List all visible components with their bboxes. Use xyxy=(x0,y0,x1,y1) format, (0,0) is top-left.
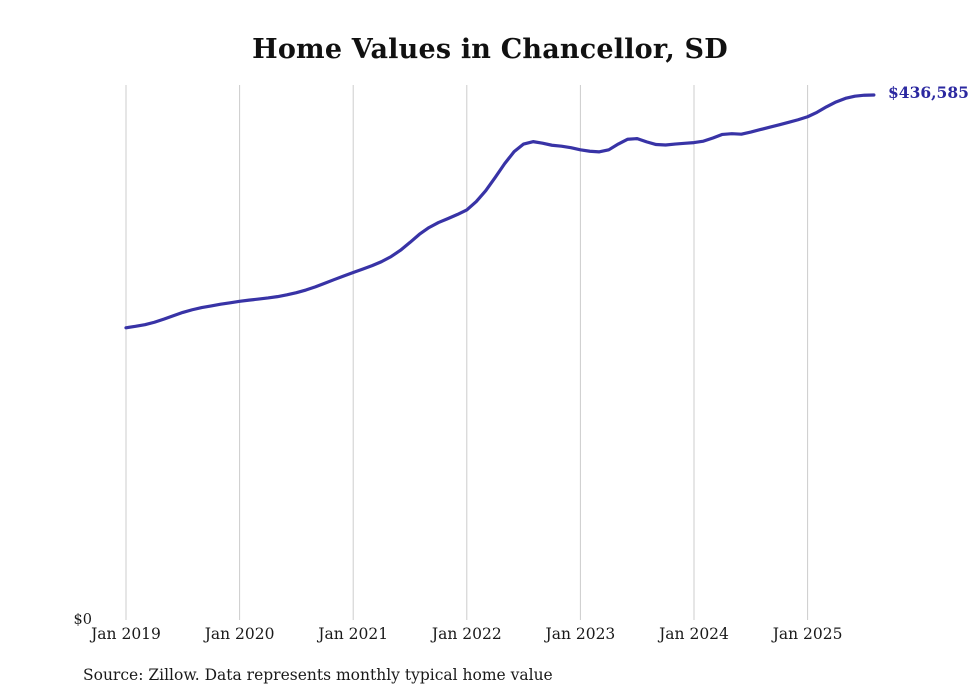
x-tick-label: Jan 2022 xyxy=(430,625,502,643)
x-tick-label: Jan 2019 xyxy=(89,625,161,643)
chart-title: Home Values in Chancellor, SD xyxy=(252,34,728,65)
series-line xyxy=(124,93,876,330)
source-note: Source: Zillow. Data represents monthly … xyxy=(83,666,553,684)
x-tick-label: Jan 2020 xyxy=(203,625,275,643)
x-tick-label: Jan 2021 xyxy=(316,625,388,643)
x-tick-labels: Jan 2019 Jan 2020 Jan 2021 Jan 2022 Jan 2023… xyxy=(89,625,842,643)
x-tick-label: Jan 2025 xyxy=(771,625,843,643)
gridlines xyxy=(125,85,809,620)
x-tick-label: Jan 2023 xyxy=(543,625,615,643)
y-axis-zero-label: $0 xyxy=(74,612,92,628)
x-tick-label: Jan 2024 xyxy=(657,625,729,643)
end-value-label: $436,585 xyxy=(888,83,969,102)
